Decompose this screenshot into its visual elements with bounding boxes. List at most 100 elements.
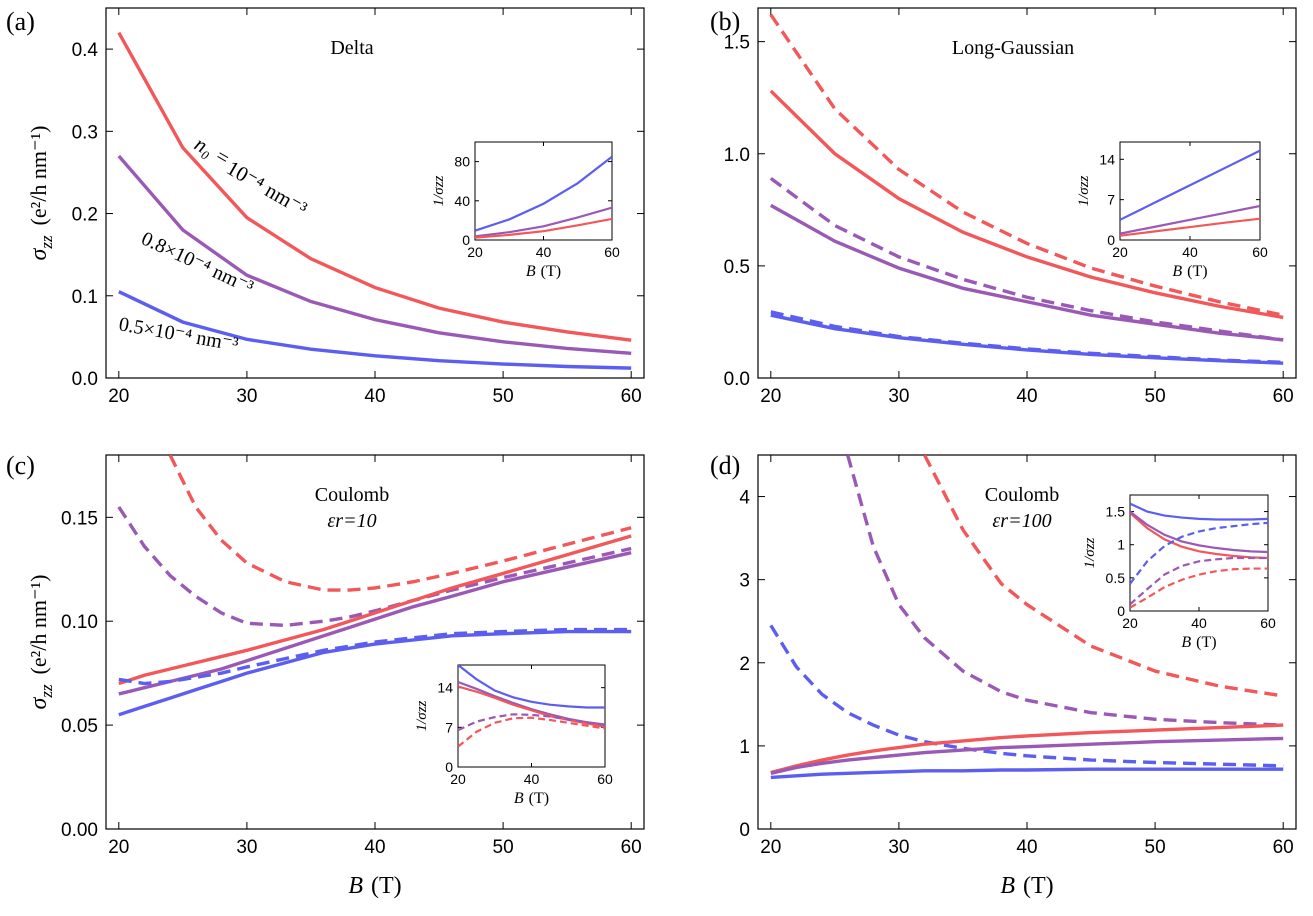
inset-ytick-label: 0 bbox=[1107, 232, 1115, 248]
x-axis-unit: (T) bbox=[1023, 873, 1054, 899]
panel-ytick-label: 0.0 bbox=[724, 369, 750, 390]
inset-series-group bbox=[458, 665, 605, 748]
panel-ytick-label: 0.00 bbox=[61, 820, 98, 841]
panel-xtick-label: 50 bbox=[1145, 837, 1166, 858]
series-line-red-solid bbox=[769, 89, 1284, 320]
inset-line-red-dashed bbox=[458, 716, 605, 748]
inset-ytick-label: 80 bbox=[454, 154, 470, 170]
panel-ytick-label: 0.2 bbox=[72, 205, 98, 226]
panel-label: (d) bbox=[710, 451, 740, 480]
series-line-blue-dashed bbox=[770, 310, 1284, 364]
inset: 20 40 60 0 7 14 1/σzz B (T) bbox=[414, 664, 613, 807]
series-group bbox=[769, 455, 1284, 780]
series-group bbox=[117, 455, 632, 717]
inset-xtick-label: 60 bbox=[597, 771, 613, 787]
inset-xtick-label: 40 bbox=[536, 244, 552, 260]
panel-ytick-label: 0.4 bbox=[72, 40, 99, 61]
series-line-purple-solid bbox=[769, 203, 1284, 342]
inset-xtick-label: 20 bbox=[467, 244, 483, 260]
inset-line-purple-solid bbox=[1130, 510, 1268, 554]
inset-xtick-label: 20 bbox=[1122, 615, 1138, 631]
inset-xtick-label: 60 bbox=[1252, 244, 1268, 260]
panel-title: Coulomb bbox=[315, 484, 389, 506]
inset-ytick-label: 40 bbox=[454, 193, 470, 209]
inset-y-label: 1/σzz bbox=[1082, 537, 1098, 568]
inset-x-unit: (T) bbox=[1196, 634, 1216, 651]
panel-xtick-label: 20 bbox=[760, 837, 781, 858]
panel-b: 20 30 40 50 60 0.0 0.5 1.0 1.5(b) Long-Gaussian 20… bbox=[710, 7, 1297, 407]
x-axis-symbol: B bbox=[348, 873, 363, 899]
series-line-purple-solid bbox=[117, 154, 632, 356]
inset-xtick-label: 60 bbox=[604, 244, 620, 260]
y-axis-subscript: zz bbox=[37, 235, 56, 250]
inset-xtick-label: 20 bbox=[1112, 244, 1128, 260]
x-axis-symbol: B bbox=[1000, 873, 1015, 899]
y-axis-subscript: zz bbox=[37, 684, 56, 699]
inset-background bbox=[1130, 495, 1268, 611]
inset-ytick-label: 0 bbox=[1117, 603, 1125, 619]
panel-ytick-label: 2 bbox=[739, 654, 750, 675]
panel-xtick-label: 60 bbox=[1273, 837, 1294, 858]
panel-title: Delta bbox=[330, 37, 373, 59]
series-group bbox=[117, 31, 632, 370]
inset-line-purple-solid bbox=[1120, 204, 1260, 235]
inset-line-blue-solid bbox=[458, 665, 605, 709]
panel-subtitle: εr=100 bbox=[992, 510, 1051, 532]
inset: 20 40 60 0 40 80 1/σzz B (T) bbox=[431, 141, 620, 280]
series-line-red-solid bbox=[770, 723, 1284, 775]
panel-xtick-label: 60 bbox=[621, 386, 642, 407]
inset-ytick-label: 0.5 bbox=[1106, 570, 1126, 586]
series-line-red-solid bbox=[118, 534, 632, 686]
inset: 20 40 60 0 0.5 1 1.5 1/σzz B (T) bbox=[1082, 494, 1276, 651]
series-line-blue-solid bbox=[770, 767, 1284, 780]
panel-ytick-label: 1 bbox=[739, 737, 750, 758]
y-axis-symbol: σ bbox=[26, 248, 52, 261]
inset-y-label: 1/σzz bbox=[1076, 175, 1092, 206]
inset-ytick-label: 7 bbox=[1107, 192, 1115, 208]
panel-title: Coulomb bbox=[985, 484, 1059, 506]
inset-ytick-label: 14 bbox=[437, 680, 453, 696]
y-axis-unit: (e²/h nm⁻¹) bbox=[26, 574, 51, 674]
panel-xtick-label: 20 bbox=[108, 837, 129, 858]
series-line-blue-solid bbox=[770, 313, 1284, 365]
panel-title: Long-Gaussian bbox=[952, 37, 1074, 59]
series-line-red-dashed bbox=[168, 455, 632, 592]
inset-x-symbol: B bbox=[526, 263, 536, 280]
panel-xtick-label: 40 bbox=[364, 837, 385, 858]
inset-xtick-label: 40 bbox=[1182, 244, 1198, 260]
inset-ytick-label: 1 bbox=[1117, 537, 1125, 553]
inset-series-group bbox=[1120, 149, 1260, 237]
inset-x-label: B (T) bbox=[1172, 263, 1207, 280]
series-line-purple-solid bbox=[770, 736, 1284, 775]
y-axis-symbol: σ bbox=[26, 697, 52, 710]
inset-line-blue-solid bbox=[1120, 149, 1260, 221]
panel-xtick-label: 30 bbox=[236, 837, 257, 858]
inset-line-red-dashed bbox=[1130, 567, 1268, 609]
panel-ytick-label: 0.10 bbox=[61, 612, 98, 633]
inset: 20 40 60 0 7 14 1/σzz B (T) bbox=[1076, 141, 1268, 280]
panel-ytick-label: 0.05 bbox=[61, 716, 98, 737]
series-line-red-dashed bbox=[923, 455, 1284, 698]
series-line-red-dashed bbox=[769, 13, 1284, 317]
inset-x-symbol: B bbox=[1172, 263, 1182, 280]
series-line-blue-solid bbox=[118, 290, 632, 370]
inset-x-label: B (T) bbox=[526, 263, 561, 280]
inset-xtick-label: 20 bbox=[450, 771, 466, 787]
inset-x-unit: (T) bbox=[1187, 263, 1207, 280]
series-line-purple-dashed bbox=[117, 506, 632, 628]
panel-xtick-label: 40 bbox=[1016, 386, 1037, 407]
panel-subtitle: εr=10 bbox=[327, 510, 376, 532]
panel-ytick-label: 3 bbox=[739, 571, 750, 592]
panel-ytick-label: 0 bbox=[739, 820, 750, 841]
inset-xtick-label: 40 bbox=[1191, 615, 1207, 631]
y-axis-label: σzz (e²/h nm⁻¹) bbox=[26, 574, 56, 709]
series-line-blue-dashed bbox=[118, 627, 632, 686]
panel-ytick-label: 4 bbox=[739, 488, 750, 509]
panel-xtick-label: 50 bbox=[493, 837, 514, 858]
inset-line-purple-solid bbox=[475, 206, 612, 238]
inset-ytick-label: 14 bbox=[1099, 151, 1115, 167]
inset-line-red-solid bbox=[1130, 512, 1268, 560]
inset-line-blue-dashed bbox=[1130, 521, 1268, 585]
panel-ytick-label: 0.15 bbox=[61, 508, 98, 529]
series-line-blue-solid bbox=[118, 629, 632, 717]
